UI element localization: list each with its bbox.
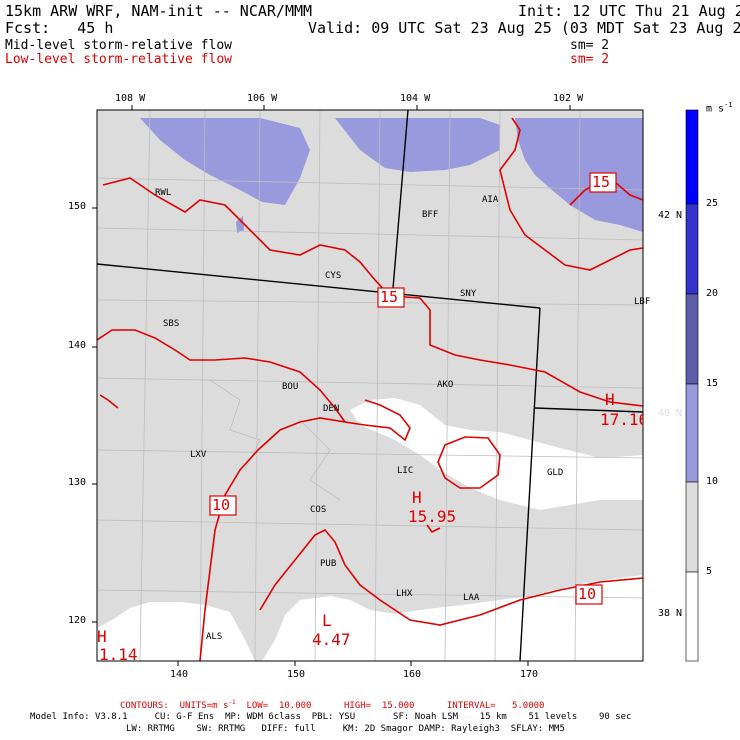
model-info-line-1: Model Info: V3.8.1 CU: G-F Ens MP: WDM 6…	[30, 712, 632, 722]
contour-15-ne	[499, 117, 643, 271]
high-value: 15.95	[408, 507, 457, 526]
low-symbol: L	[322, 611, 332, 630]
high-value: 17.16	[600, 410, 643, 429]
contour-10-pub	[259, 529, 643, 626]
station-label: PUB	[320, 559, 337, 569]
station-label: LXV	[190, 450, 207, 460]
colorbar-label: 5	[706, 566, 713, 577]
colorbar-label: 15	[706, 378, 719, 389]
valid-time: Valid: 09 UTC Sat 23 Aug 25 (03 MDT Sat …	[308, 19, 740, 37]
contour-info: CONTOURS: UNITS=m s-1 LOW= 10.000 HIGH= …	[120, 699, 545, 711]
nebraska-kansas-border	[534, 407, 643, 413]
lat-label: 42 N	[658, 210, 683, 221]
station-label: RWL	[155, 188, 172, 198]
field-low-level-smoothing: sm= 2	[570, 52, 610, 67]
low-value: 4.47	[312, 630, 351, 649]
contour-10-west	[97, 329, 411, 442]
high-value: 1.14	[99, 645, 138, 664]
y-tick-label: 130	[68, 477, 87, 488]
high-symbol: H	[97, 627, 107, 646]
contour-label: 10	[578, 585, 597, 603]
forecast-hour: Fcst: 45 h	[5, 19, 114, 37]
field-mid-level-smoothing: sm= 2	[570, 38, 610, 53]
high-symbol: H	[412, 488, 422, 507]
colorbar-units: m s-1	[706, 101, 733, 115]
x-tick-label: 140	[170, 669, 189, 680]
colorbar-label: 20	[706, 288, 719, 299]
high-symbol: H	[605, 390, 615, 409]
station-label: LIC	[397, 466, 414, 476]
station-label: DEN	[323, 404, 340, 414]
station-label: BFF	[422, 210, 439, 220]
field-low-level: Low-level storm-relative flow	[5, 52, 232, 67]
station-label: SNY	[460, 289, 477, 299]
lon-label: 102 W	[553, 93, 584, 104]
shading-10-15-west	[140, 118, 310, 205]
lat-label: 40 N	[658, 408, 683, 419]
wyoming-nebraska-border	[391, 110, 409, 301]
y-tick-label: 120	[68, 615, 87, 626]
shading-5-10	[97, 110, 643, 661]
model-title: 15km ARW WRF, NAM-init -- NCAR/MMM	[5, 2, 313, 20]
station-label: BOU	[282, 382, 299, 392]
lon-label: 108 W	[115, 93, 146, 104]
station-label: COS	[310, 505, 327, 515]
y-tick-label: 140	[68, 340, 87, 351]
colorbar-label: 25	[706, 198, 719, 209]
contour-label: 10	[212, 496, 231, 514]
station-label: LAA	[463, 593, 480, 603]
station-label: LHX	[396, 589, 413, 599]
colorbar	[685, 109, 699, 662]
station-label: CYS	[325, 271, 342, 281]
contour-label: 15	[592, 173, 611, 191]
lon-label: 106 W	[247, 93, 278, 104]
x-tick-label: 150	[287, 669, 306, 680]
contour-label: 15	[380, 288, 399, 306]
y-tick-label: 150	[68, 201, 87, 212]
model-info-line-2: LW: RRTMG SW: RRTMG DIFF: full KM: 2D Sm…	[126, 724, 565, 734]
station-label: AKO	[437, 380, 454, 390]
colorbar-label: 10	[706, 476, 719, 487]
station-label: SBS	[163, 319, 180, 329]
wyoming-colorado-border	[97, 263, 541, 309]
colorado-kansas-border	[519, 307, 541, 661]
lon-label: 104 W	[400, 93, 431, 104]
init-time: Init: 12 UTC Thu 21 Aug 25	[518, 2, 740, 20]
station-label: ALS	[206, 632, 223, 642]
x-tick-label: 170	[520, 669, 539, 680]
lat-label: 38 N	[658, 608, 683, 619]
contour-10-sw	[199, 417, 346, 661]
x-tick-label: 160	[403, 669, 422, 680]
shading-10-15-ne	[515, 118, 643, 232]
field-mid-level: Mid-level storm-relative flow	[5, 38, 232, 53]
station-label: GLD	[547, 468, 564, 478]
shading-10-15-east	[335, 118, 500, 172]
contour-15-north	[102, 177, 643, 407]
contour-closed-high	[437, 436, 501, 489]
station-label: LBF	[634, 297, 651, 307]
station-label: AIA	[482, 195, 499, 205]
